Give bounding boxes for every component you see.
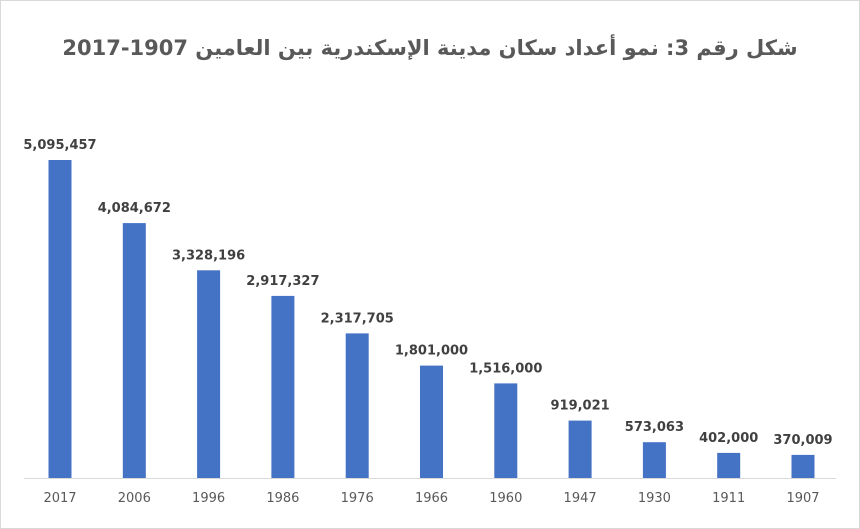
x-tick-labels: 2017 2006 1996 1986 1976 1966 1960 1947 1930 1911… [43,491,819,506]
data-label-1930: 573,063 [625,420,684,435]
data-label-1907: 370,009 [773,433,832,448]
x-tick-2017: 2017 [43,491,76,506]
bar-1986 [271,295,295,478]
data-label-1911: 402,000 [699,431,758,446]
x-tick-1996: 1996 [192,491,225,506]
x-tick-1907: 1907 [786,491,819,506]
x-tick-1947: 1947 [564,491,597,506]
x-tick-1966: 1966 [415,491,448,506]
data-label-1986: 2,917,327 [246,274,319,289]
bar-1930 [642,442,666,478]
bar-1960 [494,383,518,478]
bar-1911 [717,452,741,478]
x-tick-1960: 1960 [489,491,522,506]
bar-1947 [568,420,592,478]
bar-series [48,160,815,478]
x-tick-1930: 1930 [638,491,671,506]
chart-title: شكل رقم 3: نمو أعداد سكان مدينة الإسكندر… [62,36,798,60]
data-label-1976: 2,317,705 [321,311,394,326]
bar-1976 [345,333,369,478]
bar-2006 [122,223,146,478]
data-label-1960: 1,516,000 [469,361,542,376]
data-label-2017: 5,095,457 [23,138,96,153]
x-tick-2006: 2006 [118,491,151,506]
x-tick-1976: 1976 [341,491,374,506]
data-label-1966: 1,801,000 [395,344,468,359]
bar-1966 [420,365,443,478]
data-label-1947: 919,021 [550,399,609,414]
bar-1996 [197,270,221,478]
data-label-2006: 4,084,672 [98,201,171,216]
x-tick-1986: 1986 [266,491,299,506]
data-label-1996: 3,328,196 [172,248,245,263]
bar-1907 [791,454,815,478]
x-tick-1911: 1911 [712,491,745,506]
bar-2017 [48,160,72,478]
